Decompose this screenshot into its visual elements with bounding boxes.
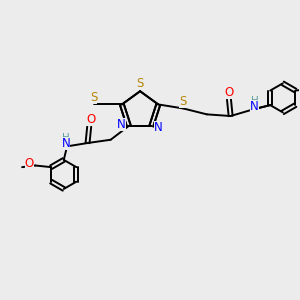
- Text: N: N: [117, 118, 126, 131]
- Text: N: N: [154, 121, 163, 134]
- Text: N: N: [61, 137, 70, 150]
- Text: N: N: [250, 100, 259, 113]
- Text: O: O: [224, 86, 234, 99]
- Text: O: O: [25, 157, 34, 170]
- Text: S: S: [179, 95, 187, 108]
- Text: O: O: [86, 113, 95, 126]
- Text: H: H: [62, 133, 70, 143]
- Text: S: S: [90, 91, 98, 104]
- Text: S: S: [136, 77, 144, 91]
- Text: S: S: [135, 77, 142, 91]
- Text: H: H: [250, 96, 258, 106]
